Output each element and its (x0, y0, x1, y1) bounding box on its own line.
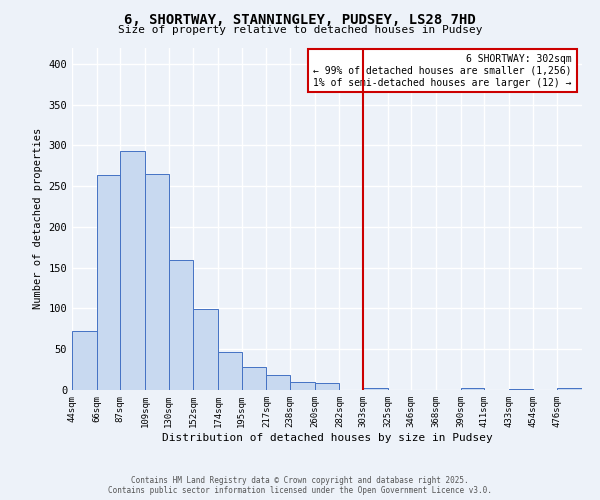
Bar (461, 388, 484, 390)
Bar (266, 374, 290, 390)
Text: 6 SHORTWAY: 302sqm
← 99% of detached houses are smaller (1,256)
1% of semi-detac: 6 SHORTWAY: 302sqm ← 99% of detached hou… (313, 54, 572, 88)
Bar (290, 382, 314, 390)
Bar (169, 260, 193, 390)
Bar (509, 389, 533, 390)
Bar (193, 310, 218, 390)
Bar (218, 352, 242, 390)
Y-axis label: Number of detached properties: Number of detached properties (33, 128, 43, 310)
Bar (121, 151, 145, 390)
Bar (72, 332, 97, 390)
Text: Contains HM Land Registry data © Crown copyright and database right 2025.
Contai: Contains HM Land Registry data © Crown c… (108, 476, 492, 495)
Bar (145, 174, 169, 390)
X-axis label: Distribution of detached houses by size in Pudsey: Distribution of detached houses by size … (161, 432, 493, 442)
Text: 6, SHORTWAY, STANNINGLEY, PUDSEY, LS28 7HD: 6, SHORTWAY, STANNINGLEY, PUDSEY, LS28 7… (124, 12, 476, 26)
Bar (557, 388, 582, 390)
Text: Size of property relative to detached houses in Pudsey: Size of property relative to detached ho… (118, 25, 482, 35)
Bar (314, 382, 340, 390)
Bar (363, 388, 388, 390)
Bar (242, 367, 266, 390)
Bar (97, 174, 121, 390)
